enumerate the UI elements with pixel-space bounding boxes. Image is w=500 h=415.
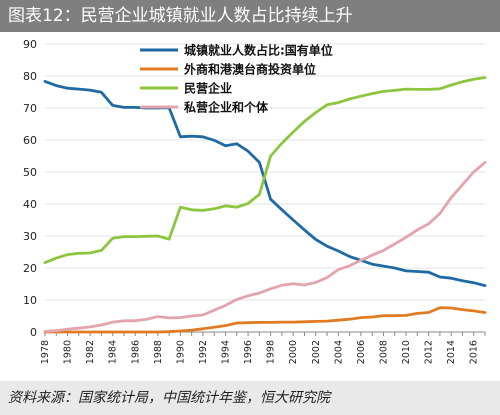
x-tick-label: 1982 bbox=[85, 340, 96, 364]
y-tick-label: 30 bbox=[23, 230, 37, 243]
y-tick-label: 40 bbox=[23, 198, 37, 211]
x-tick-label: 1998 bbox=[266, 340, 277, 364]
x-axis-ticks: 1978 1980 1982 1984 1986 1988 1990 1992 1994 1996… bbox=[40, 332, 486, 364]
x-tick-label: 1986 bbox=[130, 340, 141, 364]
x-tick-label: 2012 bbox=[424, 340, 435, 364]
x-tick-label: 2000 bbox=[288, 340, 299, 364]
y-tick-label: 80 bbox=[23, 70, 37, 83]
chart-title: 图表12：民营企业城镇就业人数占比持续上升 bbox=[8, 6, 353, 26]
y-tick-label: 60 bbox=[23, 134, 37, 147]
series-line-1 bbox=[43, 80, 487, 288]
x-tick-label: 2014 bbox=[446, 340, 457, 364]
legend-label: 私营企业和个体 bbox=[183, 100, 269, 115]
line-chart: 0 10 20 30 40 50 60 70 80 90 1978 1980 1982 1984 1986… bbox=[23, 38, 487, 364]
series-line-3 bbox=[43, 76, 487, 265]
y-tick-label: 70 bbox=[23, 102, 37, 115]
gridlines bbox=[45, 43, 485, 333]
x-tick-label: 2010 bbox=[401, 340, 412, 364]
x-tick-label: 2008 bbox=[378, 340, 389, 364]
x-tick-label: 1978 bbox=[40, 340, 51, 364]
series-line-4 bbox=[43, 160, 487, 333]
y-tick-label: 10 bbox=[23, 294, 37, 307]
x-tick-label: 2002 bbox=[311, 340, 322, 364]
legend-label: 民营企业 bbox=[184, 81, 232, 96]
x-tick-label: 1988 bbox=[153, 340, 164, 364]
x-tick-label: 1996 bbox=[243, 340, 254, 364]
chart-title-bar: 图表12：民营企业城镇就业人数占比持续上升 bbox=[0, 0, 500, 32]
x-tick-label: 1980 bbox=[63, 340, 74, 364]
source-note: 资料来源：国家统计局，中国统计年鉴，恒大研究院 bbox=[8, 390, 330, 406]
series-lines bbox=[43, 76, 487, 334]
x-tick-label: 2016 bbox=[469, 340, 480, 364]
x-tick-label: 1984 bbox=[108, 340, 119, 364]
x-tick-label: 2004 bbox=[333, 340, 344, 364]
x-tick-label: 1994 bbox=[221, 340, 232, 364]
y-tick-label: 90 bbox=[23, 38, 37, 51]
x-tick-label: 2006 bbox=[356, 340, 367, 364]
y-tick-label: 0 bbox=[30, 326, 37, 339]
y-tick-label: 50 bbox=[23, 166, 37, 179]
series-line-2 bbox=[43, 306, 487, 334]
x-tick-label: 1992 bbox=[198, 340, 209, 364]
source-note-bar: 资料来源：国家统计局，中国统计年鉴，恒大研究院 bbox=[0, 381, 500, 415]
y-tick-label: 20 bbox=[23, 262, 37, 275]
x-tick-label: 1990 bbox=[175, 340, 186, 364]
legend-label: 外商和港澳台商投资单位 bbox=[184, 62, 316, 77]
legend-label: 城镇就业人数占比:国有单位 bbox=[184, 43, 333, 58]
y-axis-ticks: 0 10 20 30 40 50 60 70 80 90 bbox=[23, 38, 37, 339]
